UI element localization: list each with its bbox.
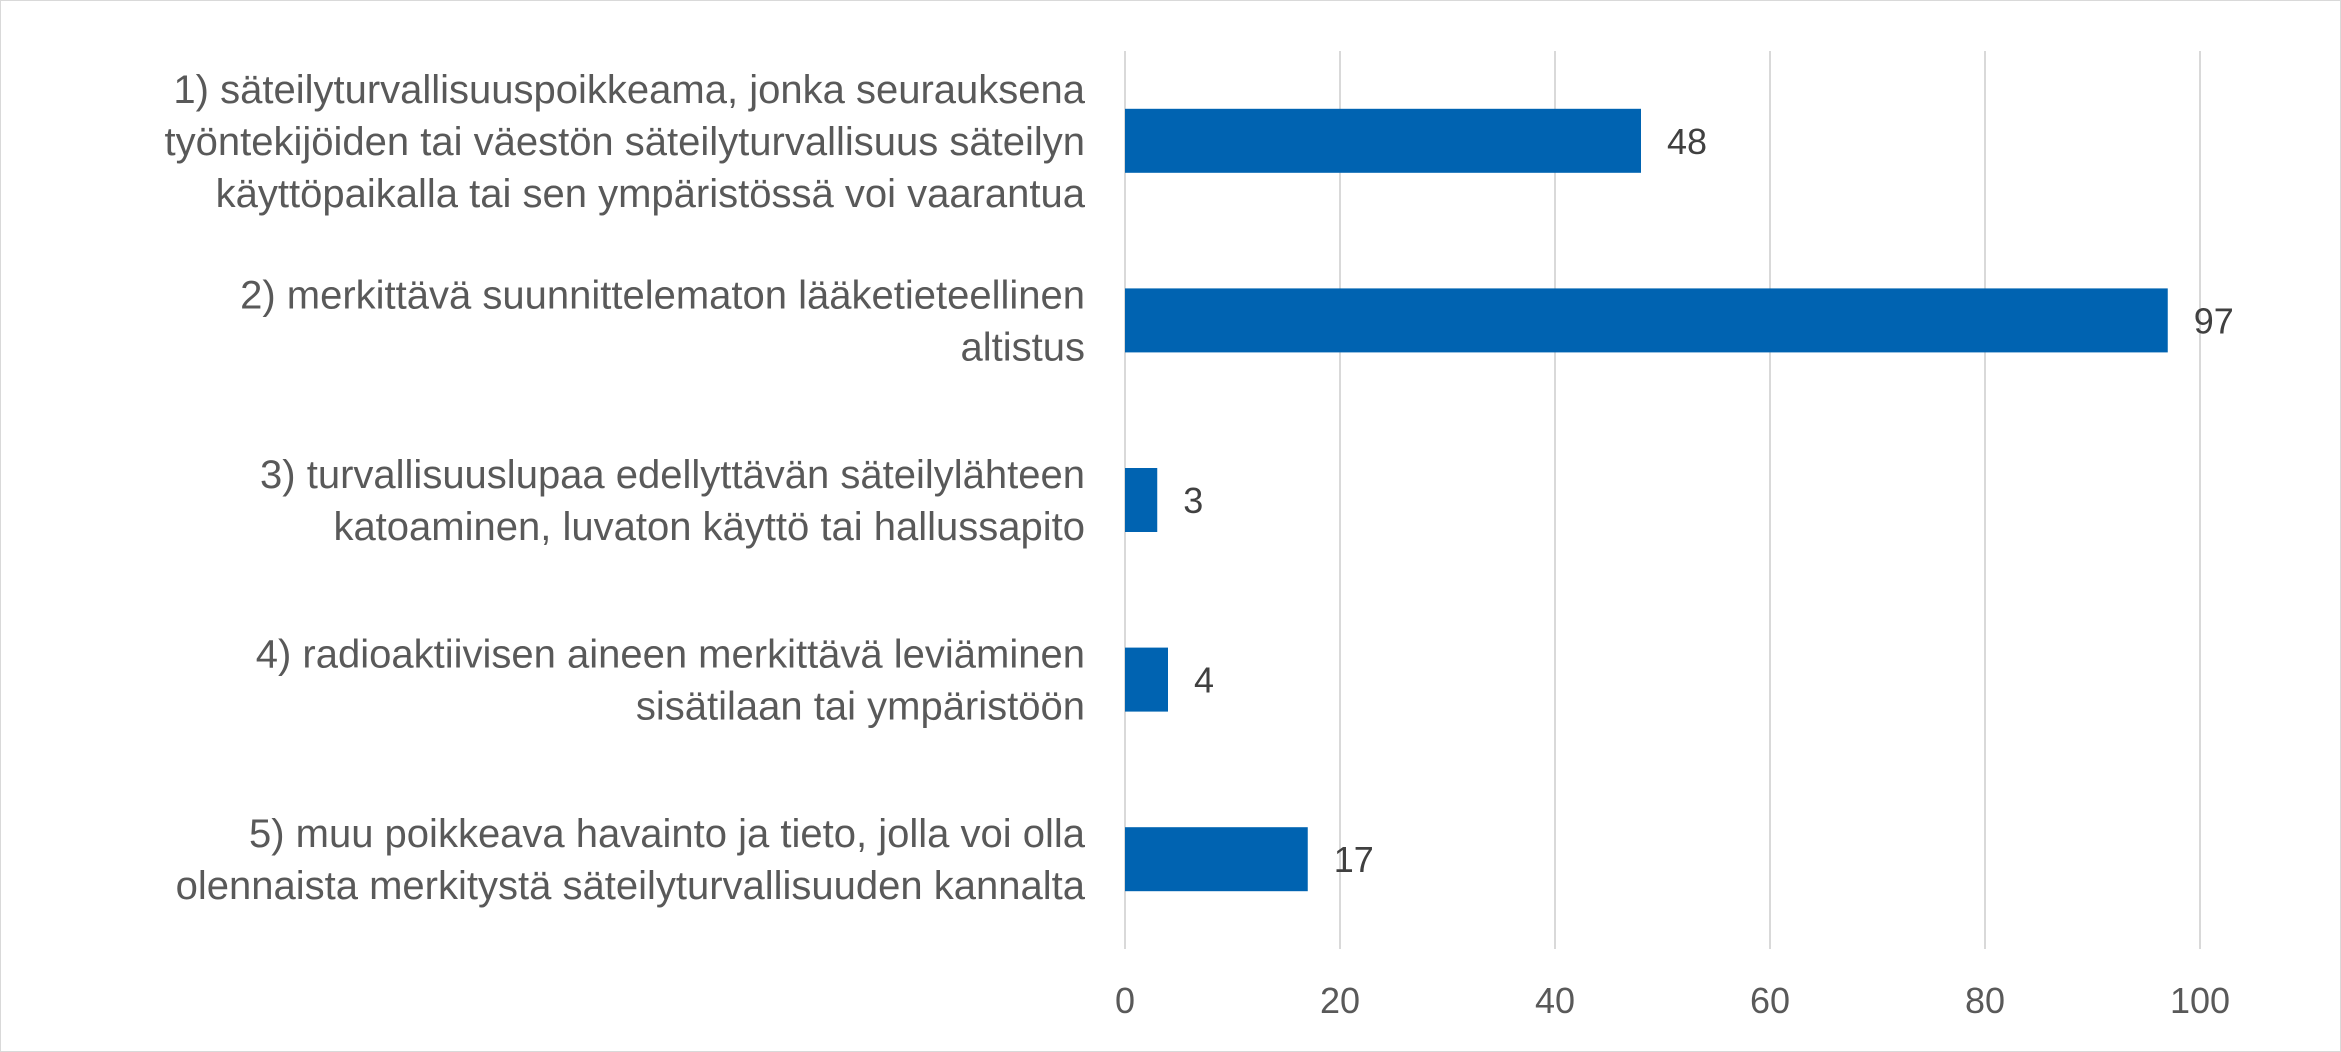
x-axis-ticks: 0 20 40 60 80 100	[1115, 980, 2230, 1021]
data-label: 48	[1667, 121, 1707, 162]
category-label-line: 4) radioaktiivisen aineen merkittävä lev…	[256, 633, 1085, 677]
data-label: 17	[1334, 839, 1374, 880]
category-label: 5) muu poikkeava havainto ja tieto, joll…	[176, 812, 1086, 908]
bar	[1125, 108, 1641, 173]
category-label-line: käyttöpaikalla tai sen ympäristössä voi …	[216, 172, 1086, 216]
x-tick-label: 80	[1965, 980, 2005, 1021]
category-label-line: 5) muu poikkeava havainto ja tieto, joll…	[249, 812, 1086, 856]
category-label-line: olennaista merkitystä säteilyturvallisuu…	[176, 864, 1086, 908]
data-label: 97	[2194, 300, 2234, 341]
x-tick-label: 100	[2170, 980, 2230, 1021]
category-label: 2) merkittävä suunnittelematon lääketiet…	[240, 273, 1085, 369]
bars	[1125, 108, 2168, 892]
category-label-line: katoaminen, luvaton käyttö tai hallussap…	[333, 505, 1085, 549]
x-tick-label: 60	[1750, 980, 1790, 1021]
category-label-line: 2) merkittävä suunnittelematon lääketiet…	[240, 273, 1085, 317]
category-label: 3) turvallisuuslupaa edellyttävän säteil…	[260, 453, 1085, 549]
bar	[1125, 827, 1308, 892]
x-tick-label: 40	[1535, 980, 1575, 1021]
bar	[1125, 647, 1168, 712]
gridlines	[1124, 51, 2201, 949]
category-label-line: työntekijöiden tai väestön säteilyturval…	[165, 120, 1086, 164]
category-labels: 1) säteilyturvallisuuspoikkeama, jonka s…	[165, 68, 1086, 908]
category-label-line: altistus	[961, 325, 1086, 369]
category-label-line: 1) säteilyturvallisuuspoikkeama, jonka s…	[173, 68, 1085, 112]
category-label-line: 3) turvallisuuslupaa edellyttävän säteil…	[260, 453, 1085, 497]
x-tick-label: 20	[1320, 980, 1360, 1021]
data-label: 4	[1194, 660, 1214, 701]
category-label: 1) säteilyturvallisuuspoikkeama, jonka s…	[165, 68, 1086, 216]
data-labels: 48 97 3 4 17	[1183, 121, 2234, 880]
bar	[1125, 468, 1158, 532]
data-label: 3	[1183, 480, 1203, 521]
bar	[1125, 288, 2168, 353]
x-tick-label: 0	[1115, 980, 1135, 1021]
category-label-line: sisätilaan tai ympäristöön	[636, 685, 1085, 729]
category-label: 4) radioaktiivisen aineen merkittävä lev…	[256, 633, 1085, 729]
